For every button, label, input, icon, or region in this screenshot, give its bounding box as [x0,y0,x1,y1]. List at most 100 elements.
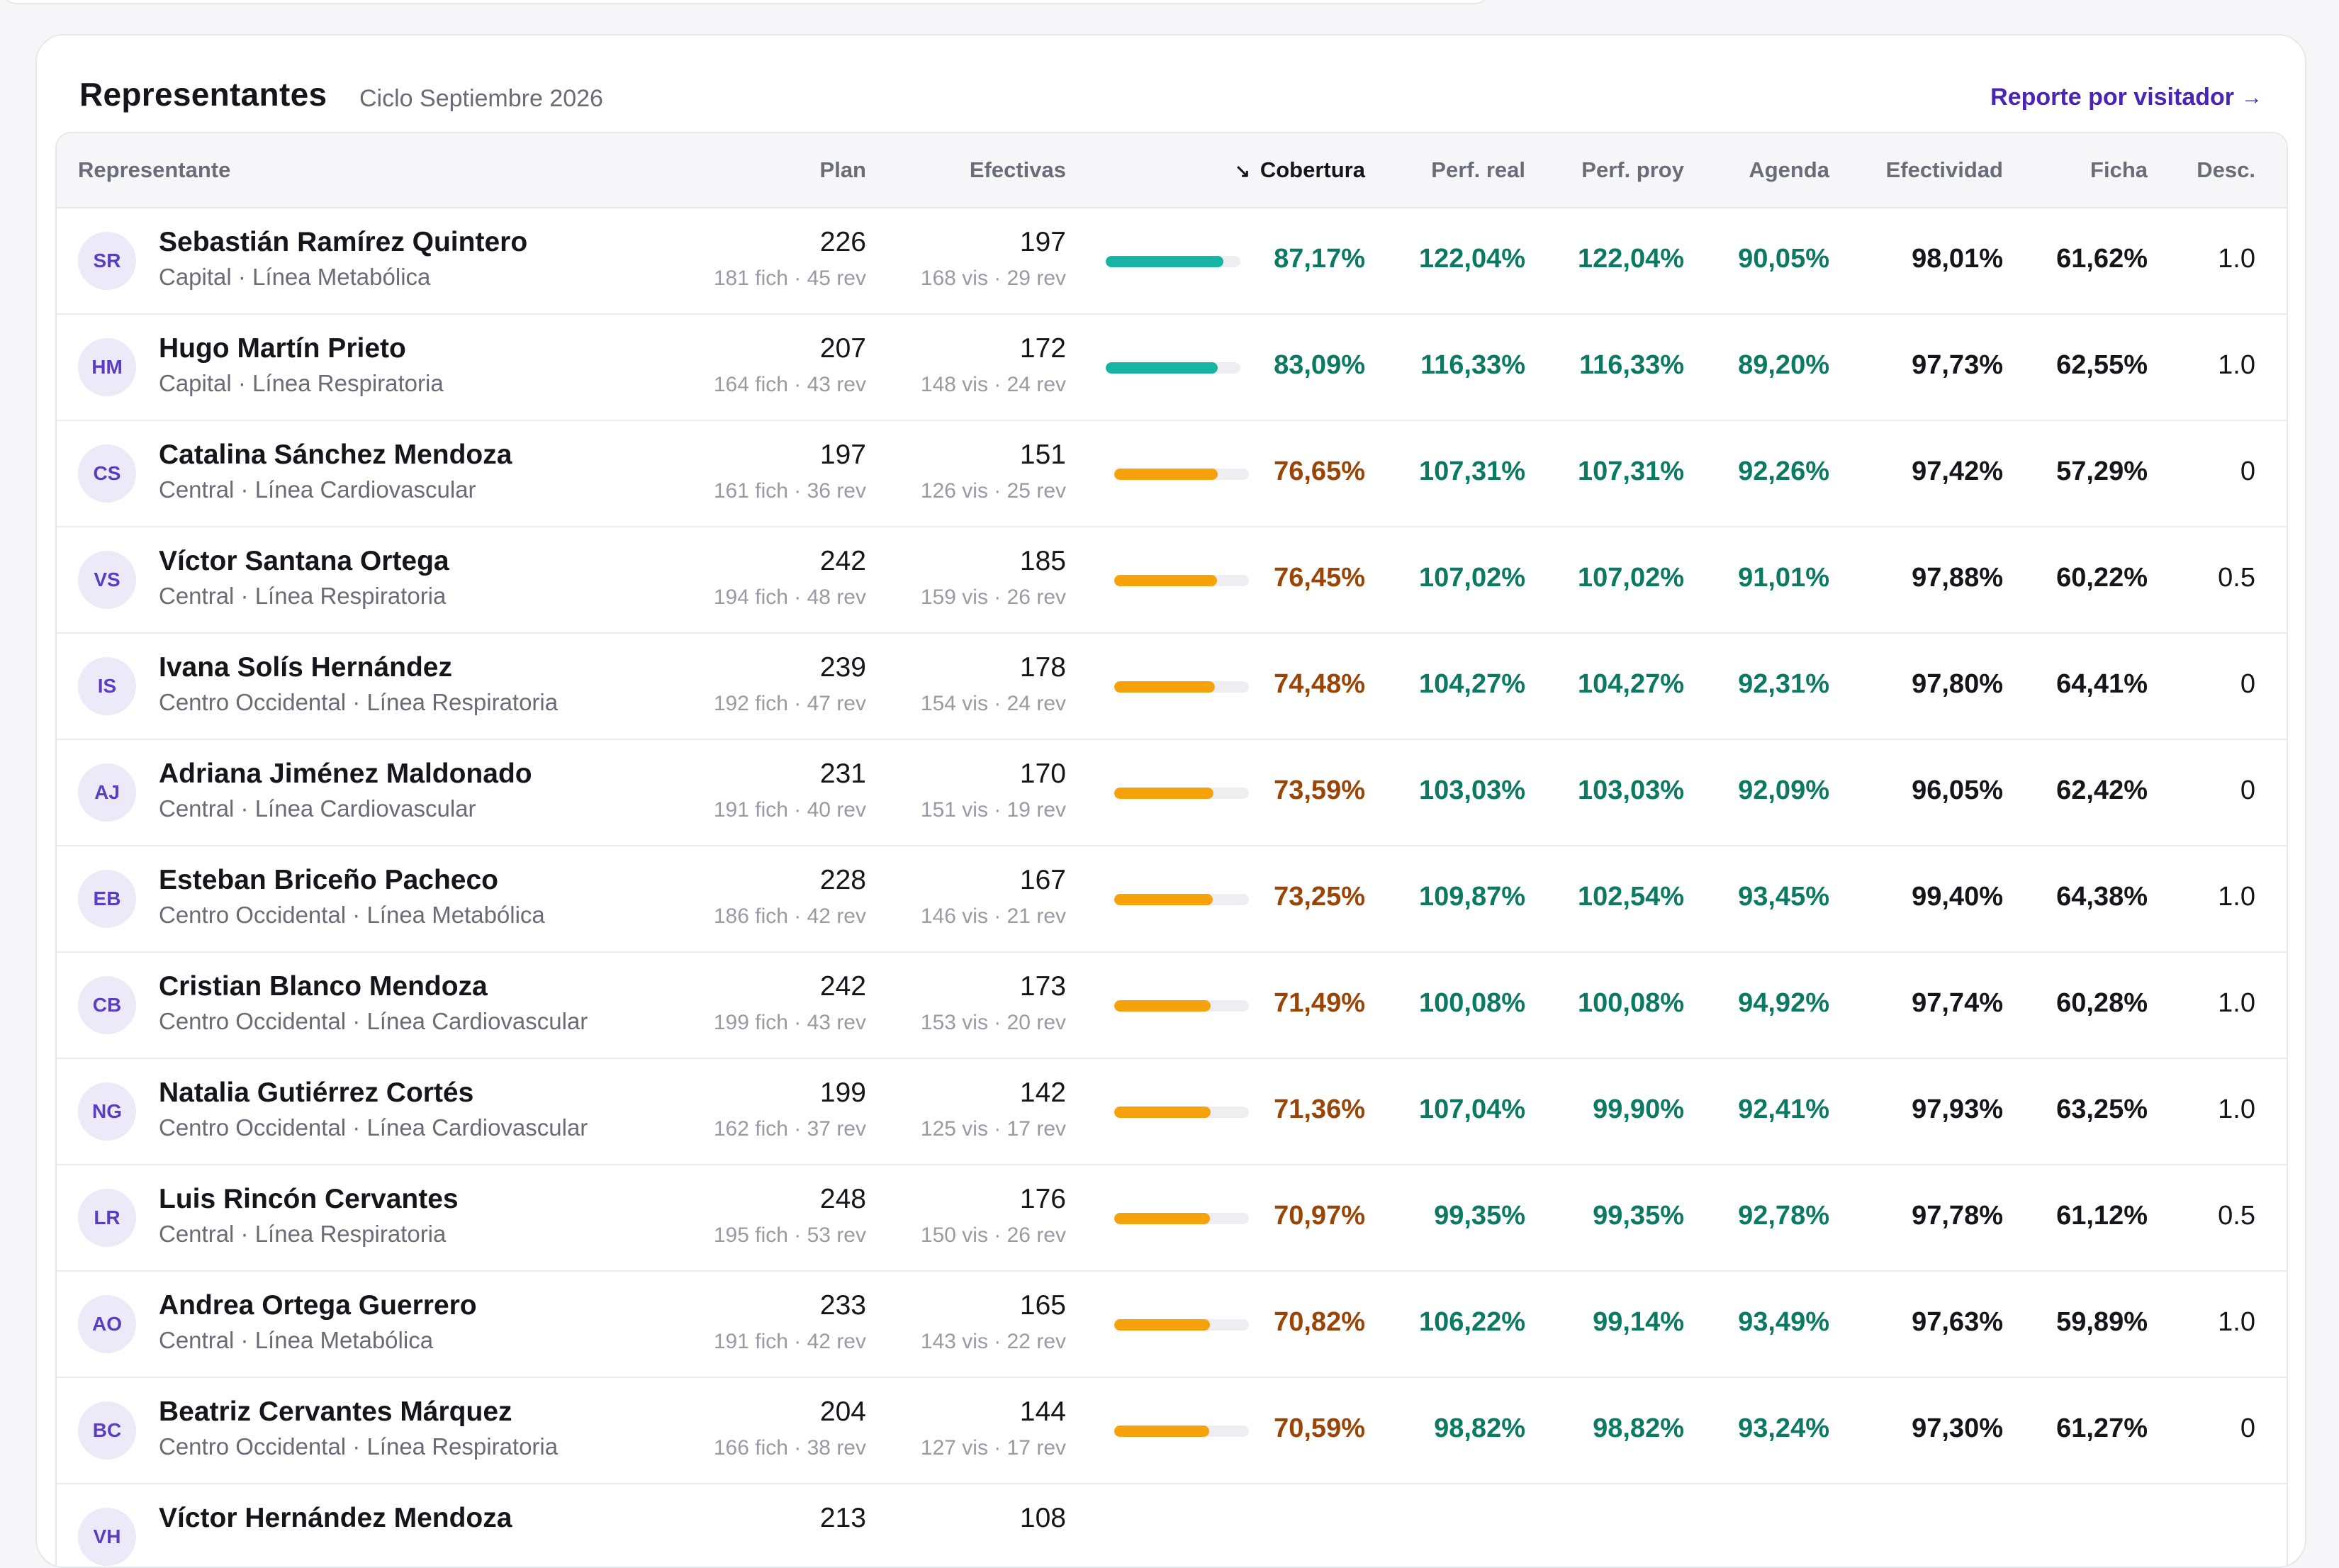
avatar: CS [78,444,136,503]
sort-desc-icon: ↘ [1235,160,1250,181]
avatar: SR [78,232,136,290]
representative-name[interactable]: Sebastián Ramírez Quintero [159,227,528,257]
ficha-value: 59,89% [2056,1307,2148,1337]
efectivas-breakdown: 146 vis · 21 rev [920,905,1066,928]
coverage-value: 71,49% [1274,988,1365,1018]
desc-value: 1.0 [2218,988,2255,1018]
efectividad-value: 98,01% [1912,244,2003,274]
perf-real-value: 100,08% [1418,988,1525,1018]
table-row[interactable]: NG Natalia Gutiérrez Cortés Centro Occiden… [57,1059,2287,1165]
col-ficha[interactable]: Ficha [2090,157,2148,182]
table-row[interactable]: VS Víctor Santana Ortega Central · Línea R… [57,527,2287,634]
representative-name[interactable]: Luis Rincón Cervantes [159,1184,459,1214]
col-plan[interactable]: Plan [819,157,866,182]
coverage-bar [1114,681,1249,693]
representative-name[interactable]: Cristian Blanco Mendoza [159,971,488,1002]
perf-proy-value: 100,08% [1577,988,1684,1018]
col-cobertura[interactable]: ↘ Cobertura [1235,133,1365,207]
representative-name[interactable]: Esteban Briceño Pacheco [159,865,499,895]
efectivas-breakdown: 154 vis · 24 rev [920,692,1066,715]
table-row[interactable]: AO Andrea Ortega Guerrero Central · Línea … [57,1272,2287,1378]
efectivas-value: 197 [1019,227,1066,257]
ficha-value: 64,38% [2056,882,2148,912]
desc-value: 1.0 [2218,244,2255,274]
plan-value: 242 [819,971,866,1002]
perf-real-value: 122,04% [1418,244,1525,274]
table-row[interactable]: IS Ivana Solís Hernández Centro Occidental… [57,634,2287,740]
ficha-value: 61,27% [2056,1413,2148,1443]
representative-name[interactable]: Víctor Hernández Mendoza [159,1503,512,1533]
report-by-visitor-link[interactable]: Reporte por visitador → [1990,84,2262,111]
coverage-value: 71,36% [1274,1094,1365,1124]
perf-proy-value: 102,54% [1577,882,1684,912]
plan-value: 231 [819,758,866,789]
ficha-value: 60,28% [2056,988,2148,1018]
plan-breakdown: 162 fich · 37 rev [713,1117,866,1141]
representative-region: Central · Línea Metabólica [159,1327,434,1353]
coverage-bar [1114,1213,1249,1224]
perf-proy-value: 116,33% [1579,350,1684,380]
representative-name[interactable]: Natalia Gutiérrez Cortés [159,1077,474,1108]
efectividad-value: 96,05% [1912,775,2003,805]
representative-name[interactable]: Adriana Jiménez Maldonado [159,758,532,789]
representatives-table: Representante Plan Efectivas ↘ Cobertura … [55,132,2288,1567]
table-row[interactable]: BC Beatriz Cervantes Márquez Centro Occide… [57,1378,2287,1484]
coverage-bar-fill [1106,362,1218,374]
representative-name[interactable]: Andrea Ortega Guerrero [159,1290,477,1321]
ficha-value: 57,29% [2056,457,2148,486]
ficha-value: 61,62% [2056,244,2148,274]
agenda-value: 91,01% [1738,563,1829,593]
col-cobertura-label: Cobertura [1260,157,1365,182]
table-row[interactable]: LR Luis Rincón Cervantes Central · Línea R… [57,1165,2287,1272]
perf-real-value: 103,03% [1418,775,1525,805]
desc-value: 0 [2240,775,2255,805]
table-row[interactable]: CS Catalina Sánchez Mendoza Central · Líne… [57,421,2287,527]
coverage-cell: 71,36% [1060,1059,1365,1164]
table-row[interactable]: VH Víctor Hernández Mendoza 213 108 [57,1484,2287,1567]
efectivas-value: 170 [1019,758,1066,789]
col-efectivas[interactable]: Efectivas [969,157,1066,182]
ficha-value: 60,22% [2056,563,2148,593]
ficha-value: 63,25% [2056,1094,2148,1124]
card-title: Representantes [79,76,327,113]
efectivas-value: 172 [1019,333,1066,364]
coverage-value: 73,25% [1274,882,1365,912]
efectivas-value: 173 [1019,971,1066,1002]
avatar: BC [78,1401,136,1460]
coverage-cell: 70,97% [1060,1165,1365,1270]
table-row[interactable]: CB Cristian Blanco Mendoza Centro Occident… [57,953,2287,1059]
representative-name[interactable]: Beatriz Cervantes Márquez [159,1396,512,1427]
table-row[interactable]: EB Esteban Briceño Pacheco Centro Occident… [57,846,2287,953]
col-perf-real[interactable]: Perf. real [1431,157,1525,182]
table-row[interactable]: SR Sebastián Ramírez Quintero Capital · Lí… [57,208,2287,315]
coverage-value: 76,65% [1274,457,1365,486]
agenda-value: 92,31% [1738,669,1829,699]
efectivas-breakdown: 168 vis · 29 rev [920,267,1066,290]
coverage-bar [1114,575,1249,586]
perf-real-value: 104,27% [1418,669,1525,699]
col-perf-proy[interactable]: Perf. proy [1581,157,1684,182]
table-row[interactable]: AJ Adriana Jiménez Maldonado Central · Lín… [57,740,2287,846]
representative-name[interactable]: Hugo Martín Prieto [159,333,406,364]
representative-name[interactable]: Víctor Santana Ortega [159,546,449,576]
representative-name[interactable]: Ivana Solís Hernández [159,652,452,683]
efectividad-value: 97,30% [1912,1413,2003,1443]
desc-value: 0 [2240,457,2255,486]
representative-name[interactable]: Catalina Sánchez Mendoza [159,439,512,470]
desc-value: 1.0 [2218,1307,2255,1337]
desc-value: 0 [2240,669,2255,699]
plan-breakdown: 191 fich · 42 rev [713,1330,866,1353]
plan-value: 233 [819,1290,866,1321]
perf-proy-value: 99,90% [1593,1094,1684,1124]
efectivas-breakdown: 148 vis · 24 rev [920,373,1066,396]
col-efectividad[interactable]: Efectividad [1885,157,2003,182]
col-desc[interactable]: Desc. [2197,157,2255,182]
representative-region: Capital · Línea Metabólica [159,264,431,290]
col-agenda[interactable]: Agenda [1749,157,1829,182]
avatar: LR [78,1189,136,1247]
coverage-cell: 76,65% [1060,421,1365,526]
col-representante[interactable]: Representante [78,157,231,182]
efectivas-value: 142 [1019,1077,1066,1108]
table-row[interactable]: HM Hugo Martín Prieto Capital · Línea Resp… [57,315,2287,421]
efectividad-value: 97,80% [1912,669,2003,699]
